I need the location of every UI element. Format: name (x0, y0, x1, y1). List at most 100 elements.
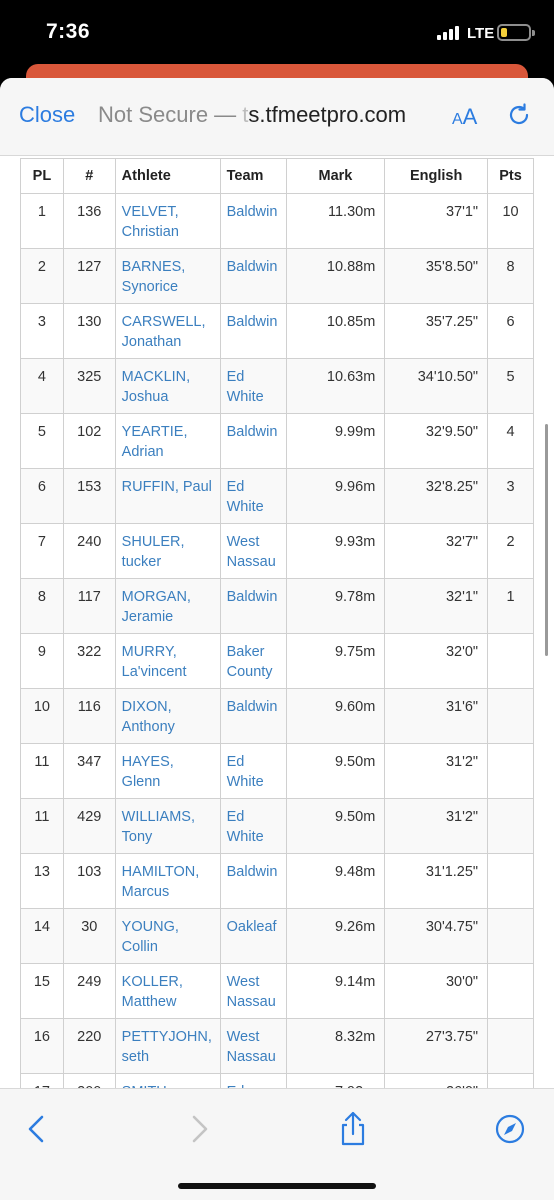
team-link[interactable]: Baldwin (227, 204, 278, 220)
mark-cell: 9.48m (285, 853, 386, 909)
points-value: 2 (506, 534, 515, 550)
team-link[interactable]: Ed White (227, 809, 264, 845)
points-value: 1 (506, 589, 515, 605)
team-link[interactable]: Baker County (227, 644, 273, 680)
athlete-link[interactable]: SHULER, tucker (122, 534, 185, 570)
team-cell[interactable]: Ed White (219, 798, 287, 854)
team-cell[interactable]: Baldwin (219, 578, 287, 634)
team-cell[interactable]: Ed White (219, 358, 287, 414)
athlete-link[interactable]: RUFFIN, Paul (122, 479, 212, 495)
athlete-last-name: MORGAN, (121, 589, 191, 605)
place-cell: 4 (20, 358, 64, 414)
team-name-line2: Nassau (226, 1049, 276, 1065)
team-link[interactable]: West Nassau (227, 534, 276, 570)
athlete-link[interactable]: CARSWELL, Jonathan (122, 314, 206, 350)
team-link[interactable]: Ed White (227, 754, 264, 790)
bib-number: 347 (77, 754, 102, 770)
mark-cell: 11.30m (285, 193, 386, 249)
table-row: 3 130 CARSWELL, Jonathan Baldwin 10.85m 35'7.2… (20, 303, 534, 359)
team-cell[interactable]: West Nassau (219, 963, 287, 1019)
security-status: Not Secure — (98, 102, 243, 127)
forward-arrow-icon[interactable] (178, 1109, 218, 1149)
team-link[interactable]: Baldwin (227, 864, 278, 880)
athlete-link[interactable]: YEARTIE, Adrian (122, 424, 188, 460)
table-row: 8 117 MORGAN, Jeramie Baldwin 9.78m 32'1" 1 (20, 578, 534, 634)
bib-number-cell: 220 (62, 1018, 116, 1074)
points-cell (487, 963, 534, 1019)
athlete-cell[interactable]: YOUNG, Collin (114, 908, 221, 964)
athlete-link[interactable]: BARNES, Synorice (122, 259, 186, 295)
team-link[interactable]: West Nassau (227, 974, 276, 1010)
athlete-link[interactable]: MURRY, La'vincent (122, 644, 187, 680)
athlete-cell[interactable]: HAYES, Glenn (114, 743, 221, 799)
team-link[interactable]: Baldwin (227, 589, 278, 605)
athlete-link[interactable]: HAMILTON, Marcus (122, 864, 200, 900)
athlete-cell[interactable]: CARSWELL, Jonathan (114, 303, 221, 359)
athlete-link[interactable]: KOLLER, Matthew (122, 974, 183, 1010)
athlete-cell[interactable]: WILLIAMS, Tony (114, 798, 221, 854)
team-cell[interactable]: Baker County (219, 633, 287, 689)
team-cell[interactable]: Baldwin (219, 853, 287, 909)
athlete-cell[interactable]: YEARTIE, Adrian (114, 413, 221, 469)
athlete-link[interactable]: MORGAN, Jeramie (122, 589, 191, 625)
back-arrow-icon[interactable] (18, 1109, 58, 1149)
athlete-cell[interactable]: MURRY, La'vincent (114, 633, 221, 689)
athlete-link[interactable]: PETTYJOHN, seth (122, 1029, 212, 1065)
team-link[interactable]: Baldwin (227, 699, 278, 715)
athlete-cell[interactable]: MORGAN, Jeramie (114, 578, 221, 634)
points-cell: 10 (487, 193, 534, 249)
team-cell[interactable]: Ed White (219, 743, 287, 799)
english-value: 37'1" (445, 204, 479, 220)
team-cell[interactable]: West Nassau (219, 523, 287, 579)
athlete-link[interactable]: YOUNG, Collin (122, 919, 179, 955)
share-icon[interactable] (333, 1109, 373, 1149)
team-name-line2: White (226, 829, 264, 845)
athlete-cell[interactable]: BARNES, Synorice (114, 248, 221, 304)
athlete-last-name: DIXON, (121, 699, 172, 715)
athlete-link[interactable]: DIXON, Anthony (122, 699, 175, 735)
scrollbar[interactable] (545, 424, 548, 656)
team-link[interactable]: Ed White (227, 369, 264, 405)
team-link[interactable]: Baldwin (227, 424, 278, 440)
athlete-cell[interactable]: KOLLER, Matthew (114, 963, 221, 1019)
place-cell: 14 (20, 908, 64, 964)
athlete-cell[interactable]: PETTYJOHN, seth (114, 1018, 221, 1074)
compass-icon[interactable] (490, 1109, 530, 1149)
place-value: 4 (37, 369, 46, 385)
team-link[interactable]: Oakleaf (227, 919, 277, 935)
team-link[interactable]: Ed White (227, 479, 264, 515)
athlete-link[interactable]: MACKLIN, Joshua (122, 369, 191, 405)
athlete-cell[interactable]: VELVET, Christian (114, 193, 221, 249)
athlete-cell[interactable]: RUFFIN, Paul (114, 468, 221, 524)
team-cell[interactable]: Baldwin (219, 413, 287, 469)
team-link[interactable]: Baldwin (227, 259, 278, 275)
athlete-cell[interactable]: DIXON, Anthony (114, 688, 221, 744)
athlete-cell[interactable]: SHULER, tucker (114, 523, 221, 579)
table-row: 14 30 YOUNG, Collin Oakleaf 9.26m 30'4.75" (20, 908, 534, 964)
team-link[interactable]: Baldwin (227, 314, 278, 330)
athlete-first-name: Adrian (121, 444, 164, 460)
mark-cell: 9.14m (285, 963, 386, 1019)
athlete-last-name: RUFFIN, Paul (121, 479, 212, 495)
team-cell[interactable]: Baldwin (219, 303, 287, 359)
address-bar[interactable]: Not Secure — ts.tfmeetpro.com (98, 102, 406, 128)
english-cell: 27'3.75" (384, 1018, 489, 1074)
team-cell[interactable]: Baldwin (219, 688, 287, 744)
close-button[interactable]: Close (19, 102, 76, 127)
team-cell[interactable]: West Nassau (219, 1018, 287, 1074)
mark-cell: 9.60m (285, 688, 386, 744)
team-cell[interactable]: Ed White (219, 468, 287, 524)
reload-icon[interactable] (506, 102, 532, 128)
home-indicator[interactable] (178, 1183, 376, 1189)
text-size-button[interactable]: AA (452, 104, 478, 129)
team-cell[interactable]: Baldwin (219, 248, 287, 304)
team-cell[interactable]: Oakleaf (219, 908, 287, 964)
team-link[interactable]: West Nassau (227, 1029, 276, 1065)
athlete-link[interactable]: HAYES, Glenn (122, 754, 174, 790)
athlete-cell[interactable]: HAMILTON, Marcus (114, 853, 221, 909)
athlete-cell[interactable]: MACKLIN, Joshua (114, 358, 221, 414)
athlete-link[interactable]: VELVET, Christian (122, 204, 179, 240)
athlete-link[interactable]: WILLIAMS, Tony (122, 809, 195, 845)
team-cell[interactable]: Baldwin (219, 193, 287, 249)
bib-number-cell: 347 (62, 743, 116, 799)
